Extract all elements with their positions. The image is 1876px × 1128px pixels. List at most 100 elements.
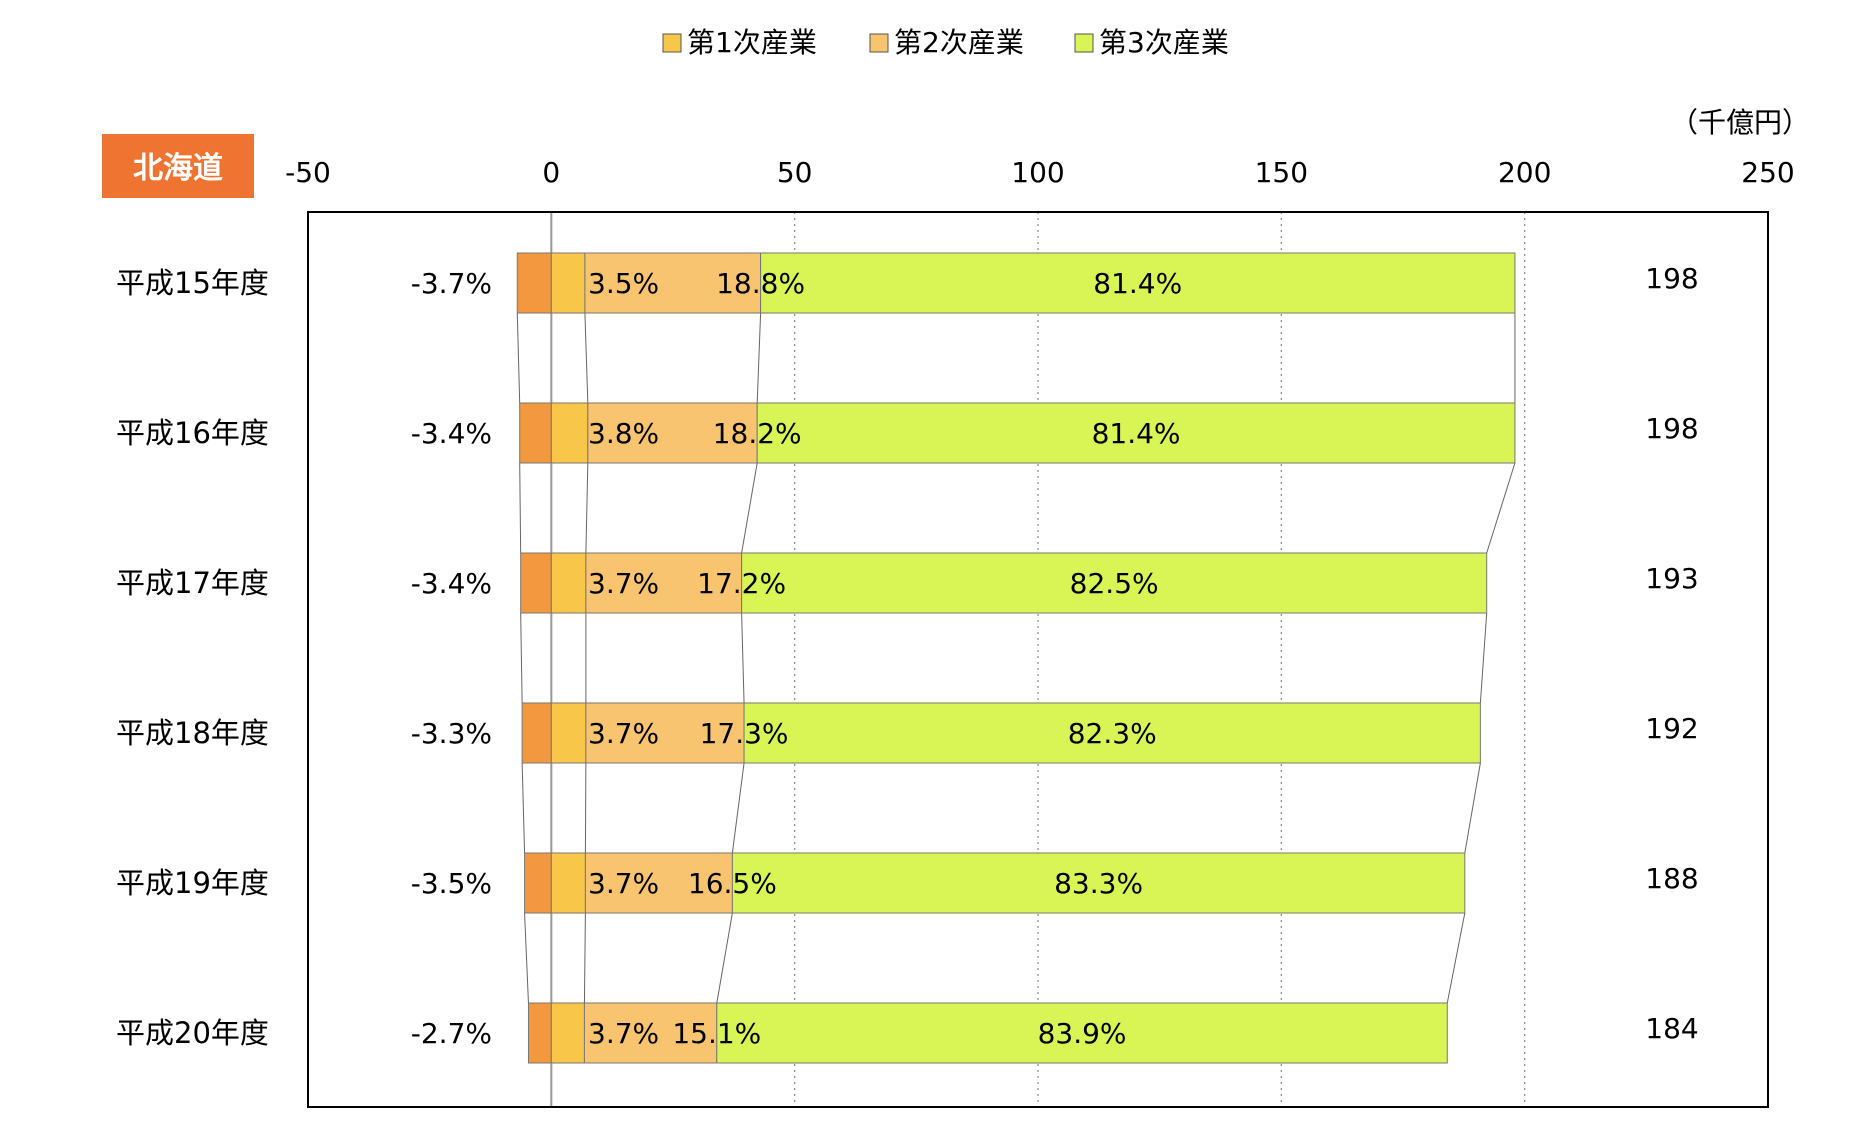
negative-percent-label: -3.4% bbox=[411, 567, 492, 600]
bar-negative-adjustment bbox=[516, 252, 552, 314]
series3-percent-label: 81.4% bbox=[1092, 417, 1181, 450]
negative-percent-label: -3.3% bbox=[411, 717, 492, 750]
x-tick-label: 0 bbox=[542, 156, 560, 189]
series2-percent-label: 17.2% bbox=[697, 567, 786, 600]
connector-line bbox=[520, 612, 523, 704]
gridlines bbox=[550, 212, 1526, 1107]
bar-1 bbox=[550, 852, 586, 914]
total-value-label: 192 bbox=[1645, 712, 1698, 745]
series3-percent-label: 82.3% bbox=[1068, 717, 1157, 750]
bar-negative-adjustment bbox=[524, 852, 552, 914]
connector-line bbox=[519, 462, 522, 554]
x-tick-label: 100 bbox=[1011, 156, 1064, 189]
connector-line bbox=[756, 312, 762, 404]
connector-line bbox=[741, 612, 745, 704]
x-tick-label: 250 bbox=[1741, 156, 1794, 189]
series1-percent-label: 3.5% bbox=[588, 267, 659, 300]
bar-2 bbox=[587, 402, 758, 464]
bar-1 bbox=[550, 1002, 585, 1064]
total-labels: 198 198 193 192 188 184 bbox=[1645, 262, 1698, 1045]
series2-percent-label: 15.1% bbox=[672, 1017, 761, 1050]
series1-percent-label: 3.8% bbox=[588, 417, 659, 450]
category-label: 平成17年度 bbox=[116, 566, 269, 600]
connector-line bbox=[583, 912, 586, 1004]
bar-3 bbox=[743, 702, 1481, 764]
bar-2 bbox=[585, 552, 743, 614]
series1-percent-label: 3.7% bbox=[588, 567, 659, 600]
bar-negative-adjustment bbox=[521, 702, 552, 764]
unit-label: （千億円） bbox=[1670, 106, 1810, 139]
x-axis-ticks: -50 0 50 100 150 200 250 bbox=[285, 156, 1795, 189]
connector-line bbox=[1479, 612, 1488, 704]
bar-3 bbox=[731, 852, 1466, 914]
bar-2 bbox=[583, 1002, 718, 1064]
x-tick-label: 50 bbox=[777, 156, 813, 189]
category-label: 平成20年度 bbox=[116, 1016, 269, 1050]
x-tick-label: 150 bbox=[1255, 156, 1308, 189]
bar-2 bbox=[584, 852, 733, 914]
connector-line bbox=[1464, 762, 1481, 854]
bar-3 bbox=[760, 252, 1516, 314]
series1-percent-label: 3.7% bbox=[588, 867, 659, 900]
total-value-label: 184 bbox=[1645, 1012, 1698, 1045]
legend-label: 第1次産業 bbox=[687, 26, 817, 59]
bar-1 bbox=[550, 702, 587, 764]
connector-line bbox=[584, 312, 589, 404]
legend-swatch bbox=[662, 33, 682, 53]
bar-1 bbox=[550, 252, 586, 314]
series3-percent-label: 82.5% bbox=[1070, 567, 1159, 600]
bar-1 bbox=[550, 552, 587, 614]
connector-line bbox=[585, 462, 589, 554]
plot-frame bbox=[307, 211, 1769, 1108]
legend-label: 第2次産業 bbox=[894, 26, 1024, 59]
bar-negative-adjustment bbox=[519, 402, 552, 464]
negative-percent-label: -3.5% bbox=[411, 867, 492, 900]
category-label: 平成19年度 bbox=[116, 866, 269, 900]
bar-2 bbox=[585, 702, 745, 764]
negative-percent-label: -3.7% bbox=[411, 267, 492, 300]
total-value-label: 198 bbox=[1645, 412, 1698, 445]
series2-percent-label: 18.8% bbox=[716, 267, 805, 300]
bar-3 bbox=[741, 552, 1488, 614]
connector-line bbox=[521, 762, 526, 854]
connector-line bbox=[1486, 462, 1516, 554]
connector-line bbox=[731, 762, 745, 854]
series2-percent-label: 18.2% bbox=[713, 417, 802, 450]
series3-percent-label: 81.4% bbox=[1093, 267, 1182, 300]
series1-percent-label: 3.7% bbox=[588, 1017, 659, 1050]
series1-percent-label: 3.7% bbox=[588, 717, 659, 750]
connector-line bbox=[524, 912, 529, 1004]
negative-percent-label: -2.7% bbox=[411, 1017, 492, 1050]
connector-line bbox=[716, 912, 733, 1004]
total-value-label: 188 bbox=[1645, 862, 1698, 895]
connector-line bbox=[741, 462, 758, 554]
connector-lines bbox=[516, 312, 1516, 1004]
category-label: 平成15年度 bbox=[116, 266, 269, 300]
bar-labels: -3.7% 3.5% 18.8% 81.4% -3.4% 3.8% 18.2% 81.4% -3… bbox=[411, 267, 1182, 1050]
x-tick-label: 200 bbox=[1498, 156, 1551, 189]
legend-label: 第3次産業 bbox=[1099, 26, 1229, 59]
category-label: 平成16年度 bbox=[116, 416, 269, 450]
x-tick-label: -50 bbox=[285, 156, 331, 189]
negative-percent-label: -3.4% bbox=[411, 417, 492, 450]
bar-1 bbox=[550, 402, 589, 464]
category-label: 平成18年度 bbox=[116, 716, 269, 750]
total-value-label: 198 bbox=[1645, 262, 1698, 295]
series3-percent-label: 83.3% bbox=[1054, 867, 1143, 900]
legend: 第1次産業 第2次産業 第3次産業 bbox=[662, 26, 1229, 59]
bars bbox=[516, 252, 1516, 1064]
region-badge-label: 北海道 bbox=[133, 151, 223, 186]
connector-line bbox=[1446, 912, 1466, 1004]
bar-3 bbox=[756, 402, 1516, 464]
legend-swatch bbox=[1074, 33, 1094, 53]
series2-percent-label: 16.5% bbox=[688, 867, 777, 900]
bar-negative-adjustment bbox=[527, 1002, 552, 1064]
connector-line bbox=[516, 312, 521, 404]
legend-swatch bbox=[869, 33, 889, 53]
total-value-label: 193 bbox=[1645, 562, 1698, 595]
region-badge bbox=[102, 134, 254, 198]
bar-negative-adjustment bbox=[520, 552, 552, 614]
series3-percent-label: 83.9% bbox=[1038, 1017, 1127, 1050]
